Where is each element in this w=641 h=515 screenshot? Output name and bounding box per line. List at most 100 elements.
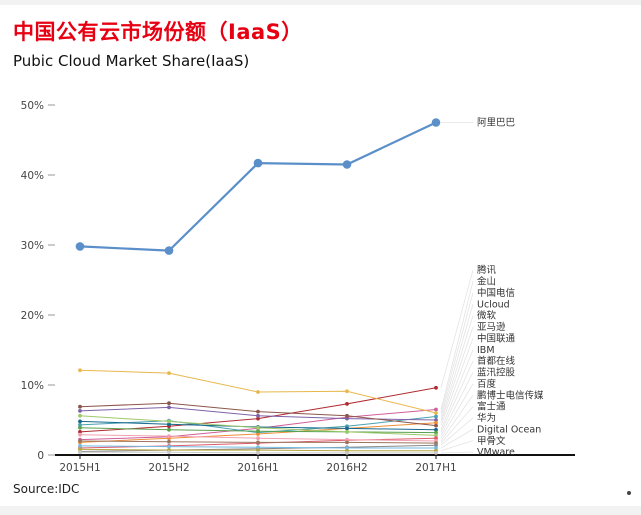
data-point bbox=[345, 416, 349, 421]
x-tick-label: 2016H2 bbox=[326, 462, 367, 474]
data-point bbox=[78, 444, 82, 448]
data-point bbox=[167, 405, 171, 410]
data-point bbox=[256, 440, 260, 445]
data-point bbox=[434, 427, 438, 432]
series-label: 甲骨文 bbox=[477, 435, 506, 447]
data-point bbox=[78, 425, 82, 430]
data-point bbox=[78, 413, 82, 418]
data-point bbox=[167, 371, 171, 375]
data-point bbox=[434, 407, 438, 412]
data-point bbox=[431, 118, 441, 127]
label-leader-line bbox=[440, 372, 474, 436]
data-point bbox=[434, 446, 438, 450]
chart-subtitle: Pubic Cloud Market Share(IaaS) bbox=[13, 52, 250, 70]
data-point bbox=[434, 451, 438, 455]
data-point bbox=[167, 450, 171, 455]
data-point bbox=[434, 433, 438, 438]
data-point bbox=[434, 411, 438, 415]
series-label: Digital Ocean bbox=[477, 424, 541, 435]
top-margin-band bbox=[0, 0, 641, 5]
series-label: 富士通 bbox=[477, 401, 506, 413]
data-point bbox=[78, 439, 82, 443]
data-point bbox=[345, 426, 349, 431]
data-point bbox=[434, 430, 438, 435]
label-leader-line bbox=[440, 440, 474, 452]
series-label: IBM bbox=[477, 345, 495, 356]
series-label: 中国电信 bbox=[477, 287, 515, 299]
data-point bbox=[167, 444, 171, 449]
data-point bbox=[345, 413, 349, 418]
x-tick-label: 2015H1 bbox=[59, 462, 100, 474]
data-point bbox=[345, 437, 349, 442]
source-label: Source:IDC bbox=[13, 482, 80, 496]
data-point bbox=[256, 445, 260, 450]
label-leader-line bbox=[440, 360, 474, 433]
series-label: 华为 bbox=[477, 412, 496, 424]
data-point bbox=[78, 404, 82, 409]
label-leader-line bbox=[440, 326, 474, 423]
label-leader-line bbox=[440, 394, 474, 442]
data-point bbox=[434, 443, 438, 448]
data-point bbox=[345, 430, 349, 434]
label-leader-line bbox=[440, 451, 474, 454]
data-point bbox=[256, 409, 260, 414]
data-point bbox=[78, 447, 82, 452]
series-label: 蓝汛控股 bbox=[477, 367, 516, 379]
label-leader-line bbox=[440, 269, 474, 388]
label-leader-line bbox=[440, 383, 474, 439]
data-point bbox=[256, 416, 260, 421]
data-point bbox=[256, 436, 260, 441]
series-label: Ucloud bbox=[477, 299, 510, 310]
data-point bbox=[78, 450, 82, 455]
label-leader-line bbox=[440, 292, 474, 414]
series-label: 腾讯 bbox=[477, 264, 497, 276]
data-point bbox=[78, 432, 82, 437]
y-tick-label: 40% bbox=[21, 170, 44, 182]
data-point bbox=[256, 425, 260, 430]
data-point bbox=[434, 414, 438, 419]
series-label: 亚马逊 bbox=[477, 322, 506, 333]
y-tick-label: 0 bbox=[37, 450, 44, 462]
series-label: VMware bbox=[477, 447, 515, 458]
series-label: 鹏博士电信传媒 bbox=[477, 389, 544, 401]
data-point bbox=[345, 451, 349, 455]
data-point bbox=[167, 401, 171, 406]
data-point bbox=[434, 423, 438, 428]
data-point bbox=[78, 419, 82, 424]
series-label: 百度 bbox=[477, 378, 497, 390]
y-tick-label: 30% bbox=[21, 240, 44, 252]
y-tick-label: 20% bbox=[21, 310, 44, 322]
data-point bbox=[167, 439, 171, 444]
label-leader-line bbox=[440, 406, 474, 444]
x-tick-label: 2017H1 bbox=[415, 462, 456, 474]
series-label: 微软 bbox=[477, 310, 497, 322]
label-leader-line bbox=[440, 281, 474, 410]
y-tick-label: 50% bbox=[21, 100, 44, 112]
data-point bbox=[78, 423, 82, 427]
series-label: 金山 bbox=[477, 276, 496, 288]
data-point bbox=[75, 242, 85, 251]
data-point bbox=[164, 246, 174, 255]
data-point bbox=[434, 420, 438, 425]
label-leader-line bbox=[440, 338, 474, 426]
data-point bbox=[345, 446, 349, 450]
label-leader-line bbox=[440, 304, 474, 417]
data-point bbox=[256, 451, 260, 455]
label-leader-line bbox=[440, 417, 474, 446]
y-tick-label: 10% bbox=[21, 380, 44, 392]
label-leader-line bbox=[440, 428, 474, 449]
data-point bbox=[256, 432, 260, 436]
data-point bbox=[78, 409, 82, 413]
data-point bbox=[434, 436, 438, 441]
data-point bbox=[434, 385, 438, 390]
data-point bbox=[78, 430, 82, 434]
chart-title: 中国公有云市场份额（IaaS） bbox=[13, 20, 303, 44]
data-point bbox=[167, 422, 171, 427]
corner-dot bbox=[627, 491, 631, 495]
data-point bbox=[256, 413, 260, 418]
data-point bbox=[256, 390, 260, 394]
label-leader-line bbox=[440, 315, 474, 421]
data-point bbox=[345, 389, 349, 394]
series-line bbox=[79, 121, 437, 252]
